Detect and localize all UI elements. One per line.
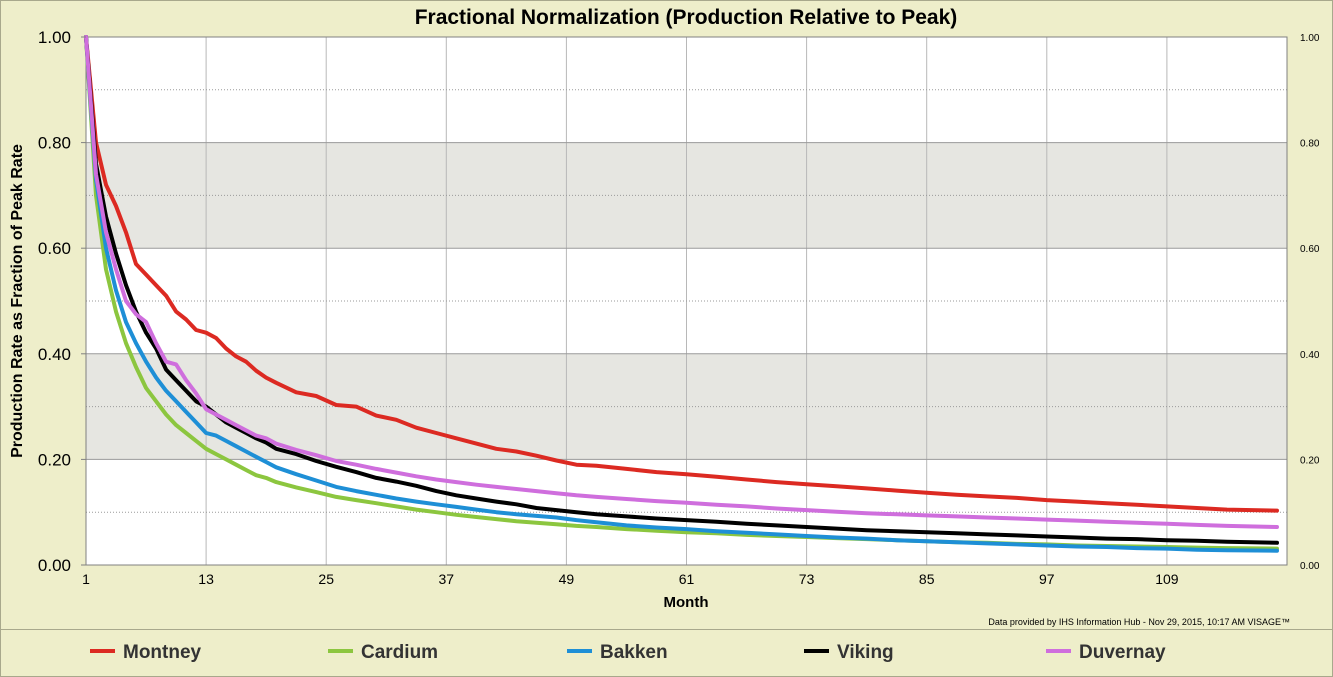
- gridlines: [85, 36, 1288, 566]
- legend-label-cardium: Cardium: [361, 642, 438, 663]
- y-axis-label: Production Rate as Fraction of Peak Rate: [9, 144, 26, 458]
- y-tick-label: 0.20: [38, 450, 71, 469]
- x-axis-label: Month: [664, 594, 709, 611]
- y-tick-label: 0.80: [38, 134, 71, 153]
- y-tick-label: 1.00: [38, 28, 71, 47]
- chart-title: Fractional Normalization (Production Rel…: [415, 6, 958, 29]
- x-tick-label: 109: [1155, 571, 1179, 587]
- x-tick-label: 73: [799, 571, 815, 587]
- series-line-viking: [84, 35, 1279, 545]
- series-line-montney: [84, 35, 1279, 513]
- x-tick-label: 13: [198, 571, 214, 587]
- data-credit: Data provided by IHS Information Hub - N…: [988, 617, 1290, 627]
- y-right-tick-label: 0.20: [1300, 455, 1320, 466]
- y-tick-label: 0.00: [38, 556, 71, 575]
- x-axis-ticks: 1 13 25 37 49 61 73 85 97 109: [82, 571, 1179, 587]
- series-line-duvernay: [84, 35, 1279, 529]
- legend-label-montney: Montney: [123, 642, 202, 663]
- y-right-tick-label: 0.00: [1300, 561, 1320, 572]
- legend-label-duvernay: Duvernay: [1079, 642, 1166, 663]
- x-tick-label: 25: [318, 571, 334, 587]
- y-axis-left-ticks: 0.00 0.20 0.40 0.60 0.80 1.00: [38, 28, 86, 575]
- x-tick-label: 1: [82, 571, 90, 587]
- y-right-tick-label: 0.60: [1300, 244, 1320, 255]
- series-layer: [84, 35, 1279, 553]
- plot-border: [85, 36, 1288, 566]
- x-tick-label: 97: [1039, 571, 1055, 587]
- y-right-tick-label: 1.00: [1300, 33, 1320, 44]
- y-right-tick-label: 0.80: [1300, 139, 1320, 150]
- y-right-tick-label: 0.40: [1300, 350, 1320, 361]
- y-tick-label: 0.40: [38, 345, 71, 364]
- y-tick-label: 0.60: [38, 239, 71, 258]
- legend-label-viking: Viking: [837, 642, 894, 663]
- x-tick-label: 85: [919, 571, 935, 587]
- x-tick-label: 61: [679, 571, 695, 587]
- x-tick-label: 49: [559, 571, 575, 587]
- legend: Montney Cardium Bakken Viking Duvernay: [90, 642, 1166, 663]
- x-tick-label: 37: [439, 571, 455, 587]
- series-line-bakken: [84, 35, 1279, 553]
- legend-label-bakken: Bakken: [600, 642, 668, 663]
- y-axis-right-ticks: 0.00 0.20 0.40 0.60 0.80 1.00: [1300, 33, 1320, 572]
